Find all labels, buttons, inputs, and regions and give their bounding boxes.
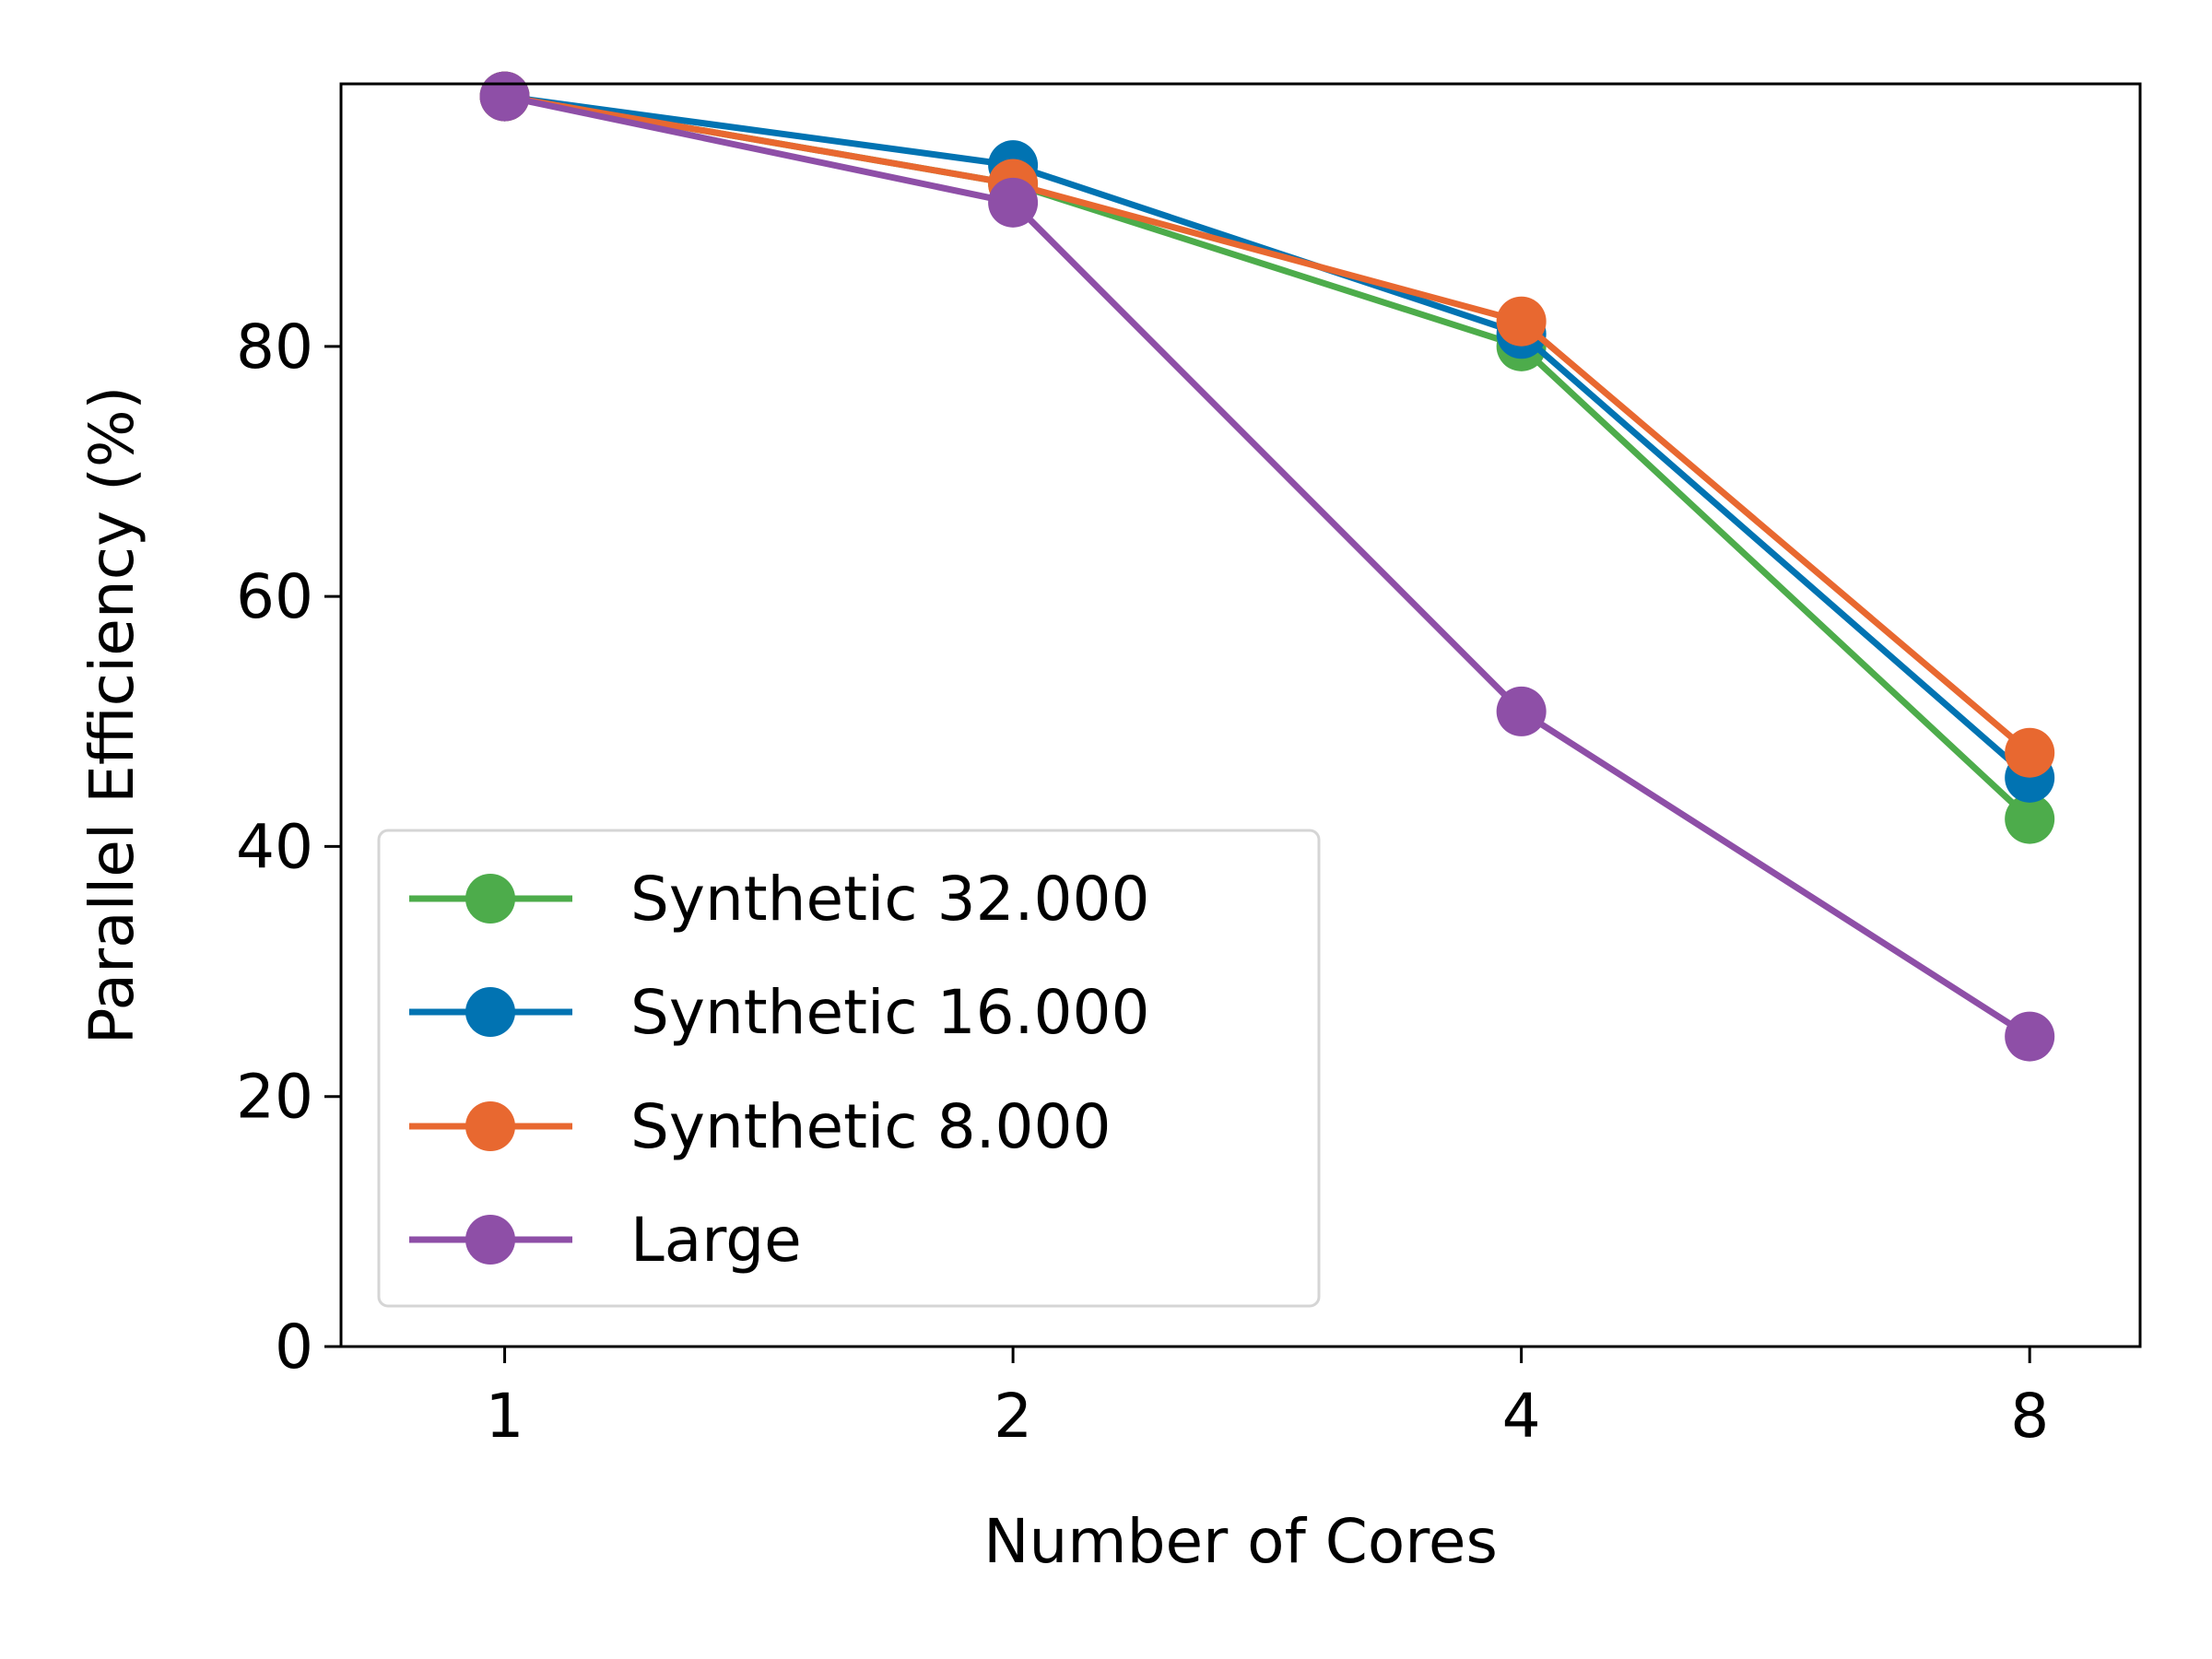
series-line [503, 93, 2032, 1040]
legend-label: Synthetic 16.000 [630, 977, 1150, 1048]
y-tick-label: 80 [236, 312, 313, 382]
y-tick-label: 20 [236, 1062, 313, 1133]
series-3 [479, 71, 2055, 1062]
legend-label: Large [630, 1205, 802, 1276]
legend-label: Synthetic 32.000 [630, 864, 1150, 935]
data-point [2005, 1011, 2055, 1062]
x-axis-label: Number of Cores [983, 1506, 1498, 1577]
x-tick-label: 2 [994, 1381, 1032, 1452]
series-line [503, 93, 2032, 756]
legend-marker [465, 874, 515, 924]
legend-box [377, 829, 1321, 1308]
y-tick-label: 60 [236, 561, 313, 632]
data-point [988, 177, 1039, 228]
legend-item: Synthetic 16.000 [409, 977, 1150, 1048]
x-axis: 1 2 4 8 [486, 1347, 2049, 1452]
legend-marker [465, 987, 515, 1037]
y-tick-label: 40 [236, 811, 313, 882]
y-axis-label: Parallel Efficiency (%) [76, 386, 147, 1045]
legend: Synthetic 32.000 Synthetic 16.000 Syntheti… [377, 829, 1321, 1308]
data-point [1496, 296, 1547, 347]
legend-label: Synthetic 8.000 [630, 1091, 1112, 1162]
legend-item: Synthetic 8.000 [409, 1091, 1112, 1162]
legend-marker [465, 1101, 515, 1151]
data-point [2005, 727, 2055, 778]
legend-item: Synthetic 32.000 [409, 864, 1150, 935]
data-point [1496, 686, 1547, 736]
data-point [2005, 794, 2055, 844]
legend-marker [465, 1215, 515, 1265]
y-tick-label: 0 [275, 1312, 313, 1382]
x-tick-label: 8 [2010, 1381, 2049, 1452]
x-tick-label: 1 [486, 1381, 524, 1452]
x-tick-label: 4 [1502, 1381, 1541, 1452]
y-axis: 0 20 40 60 80 [236, 312, 341, 1382]
legend-item: Large [409, 1205, 802, 1276]
plot-area-frame [339, 82, 2142, 1348]
data-point [479, 71, 530, 122]
